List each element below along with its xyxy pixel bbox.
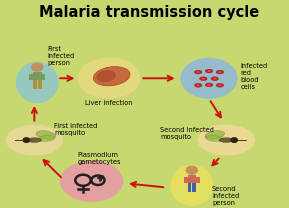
Ellipse shape	[197, 85, 200, 86]
Ellipse shape	[96, 70, 116, 82]
Ellipse shape	[171, 165, 213, 206]
FancyBboxPatch shape	[188, 175, 196, 183]
Ellipse shape	[202, 78, 205, 79]
FancyBboxPatch shape	[33, 72, 42, 80]
Ellipse shape	[219, 138, 234, 142]
Text: Plasmodium
gametocytes: Plasmodium gametocytes	[77, 152, 121, 165]
Ellipse shape	[206, 135, 223, 141]
Ellipse shape	[194, 70, 202, 74]
Ellipse shape	[180, 58, 238, 99]
FancyBboxPatch shape	[184, 177, 188, 183]
Circle shape	[186, 166, 197, 174]
Ellipse shape	[200, 77, 207, 80]
Circle shape	[231, 138, 237, 142]
Ellipse shape	[211, 77, 218, 80]
Text: Second
infected
person: Second infected person	[212, 186, 239, 206]
Circle shape	[23, 138, 29, 142]
Ellipse shape	[205, 69, 213, 73]
Text: First infected
mosquito: First infected mosquito	[54, 123, 98, 136]
Text: Liver infection: Liver infection	[85, 100, 133, 106]
Ellipse shape	[218, 85, 222, 86]
Ellipse shape	[207, 84, 211, 86]
Ellipse shape	[205, 131, 225, 139]
Ellipse shape	[38, 135, 55, 141]
FancyBboxPatch shape	[192, 183, 196, 192]
FancyBboxPatch shape	[42, 74, 45, 80]
FancyBboxPatch shape	[188, 183, 191, 192]
Ellipse shape	[36, 131, 55, 139]
Ellipse shape	[205, 83, 213, 87]
Text: Infected
red
blood
cells: Infected red blood cells	[240, 63, 268, 90]
Ellipse shape	[60, 161, 123, 202]
Circle shape	[32, 63, 43, 71]
Text: Malaria transmission cycle: Malaria transmission cycle	[39, 5, 259, 20]
Text: Second infected
mosquito: Second infected mosquito	[160, 128, 214, 140]
FancyBboxPatch shape	[196, 177, 200, 183]
Ellipse shape	[27, 138, 42, 142]
Ellipse shape	[6, 125, 63, 156]
Ellipse shape	[198, 125, 255, 156]
Ellipse shape	[218, 71, 222, 73]
Ellipse shape	[207, 70, 211, 72]
Ellipse shape	[213, 78, 216, 79]
Ellipse shape	[194, 83, 202, 87]
Ellipse shape	[77, 58, 140, 99]
Ellipse shape	[216, 70, 224, 74]
FancyBboxPatch shape	[33, 80, 37, 89]
Text: First
infected
person: First infected person	[47, 46, 75, 66]
Ellipse shape	[197, 71, 200, 73]
FancyBboxPatch shape	[29, 74, 33, 80]
Ellipse shape	[216, 83, 224, 87]
Ellipse shape	[93, 67, 130, 86]
FancyBboxPatch shape	[38, 80, 42, 89]
Ellipse shape	[16, 62, 59, 103]
